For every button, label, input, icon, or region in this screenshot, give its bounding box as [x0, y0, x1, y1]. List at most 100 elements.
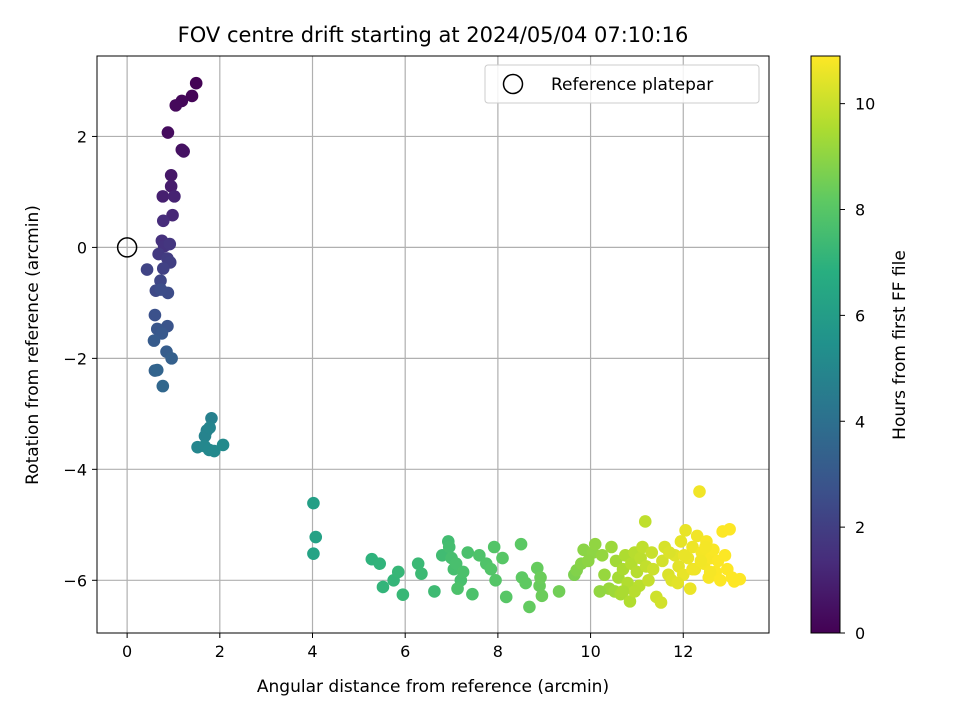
x-tick-label: 8 — [493, 642, 503, 661]
scatter-point — [686, 562, 699, 576]
scatter-point — [683, 582, 697, 595]
colorbar-tick-label: 0 — [855, 624, 865, 643]
scatter-point — [451, 582, 464, 595]
scatter-point — [154, 274, 167, 288]
scatter-point — [449, 557, 463, 570]
scatter-point — [489, 573, 502, 587]
colorbar-gradient — [810, 55, 841, 634]
scatter-point — [166, 208, 179, 222]
scatter-point — [686, 540, 699, 554]
scatter-point — [519, 576, 532, 590]
scatter-point — [396, 588, 410, 602]
x-tick-label: 6 — [400, 642, 410, 661]
legend-marker-icon — [502, 73, 524, 95]
scatter-point — [499, 590, 513, 604]
scatter-point — [514, 537, 528, 551]
scatter-point — [616, 585, 630, 598]
scatter-point — [177, 145, 190, 158]
scatter-point — [169, 99, 183, 112]
scatter-point — [189, 76, 203, 90]
scatter-point — [656, 554, 669, 568]
scatter-point — [428, 585, 441, 598]
scatter-point — [205, 411, 218, 425]
scatter-point — [156, 262, 170, 275]
scatter-point — [630, 565, 644, 579]
scatter-point — [598, 568, 611, 582]
scatter-point — [593, 585, 607, 598]
scatter-point — [161, 126, 175, 139]
y-tick-label: −6 — [63, 571, 87, 590]
scatter-point — [373, 557, 387, 570]
scatter-point — [309, 530, 323, 544]
x-tick-label: 10 — [580, 642, 600, 661]
y-tick-label: 0 — [77, 238, 87, 257]
scatter-point — [663, 546, 676, 559]
legend-entry-reference-platepar: Reference platepar — [551, 75, 713, 95]
x-tick-label: 12 — [673, 642, 693, 661]
scatter-point — [535, 589, 549, 603]
scatter-point — [646, 562, 660, 576]
scatter-point — [473, 549, 486, 562]
y-axis-ticks: −6 −4 −2 0 2 — [63, 127, 97, 590]
colorbar-label: Hours from first FF file — [890, 250, 910, 440]
scatter-point — [645, 546, 659, 559]
scatter-point — [677, 549, 691, 562]
colorbar-tick-label: 10 — [855, 95, 875, 114]
scatter-point — [714, 573, 727, 587]
scatter-point — [699, 540, 712, 554]
scatter-point — [674, 535, 688, 548]
legend-box — [484, 64, 760, 104]
scatter-point — [733, 572, 747, 586]
chart-title: FOV centre drift starting at 2024/05/04 … — [178, 23, 689, 47]
scatter-point — [605, 540, 618, 554]
scatter-point — [442, 540, 456, 554]
scatter-point — [636, 540, 649, 554]
colorbar-ticks: 0 2 4 6 8 10 — [840, 95, 875, 643]
scatter-point — [693, 485, 706, 498]
colorbar-tick-label: 4 — [855, 412, 865, 431]
plot-frame — [96, 55, 770, 634]
scatter-point — [391, 565, 405, 579]
scatter-point — [164, 168, 178, 182]
x-tick-label: 2 — [215, 642, 225, 661]
scatter-point — [307, 547, 320, 560]
scatter-point — [168, 190, 181, 203]
scatter-point — [415, 567, 428, 580]
y-tick-label: 2 — [77, 127, 87, 146]
scatter-point — [216, 438, 230, 452]
scatter-point — [638, 515, 652, 528]
scatter-point — [552, 585, 566, 598]
scatter-point — [690, 529, 704, 543]
y-axis-label: Rotation from reference (arcmin) — [23, 205, 43, 485]
scatter-point — [642, 573, 655, 587]
scatter-point — [466, 587, 479, 601]
colorbar: 0 2 4 6 8 10 Hours from first FF file — [810, 55, 910, 643]
scatter-point — [148, 308, 162, 322]
colorbar-tick-label: 2 — [855, 518, 865, 537]
scatter-point — [140, 263, 154, 276]
scatter-point — [623, 595, 637, 608]
scatter-point — [654, 596, 668, 609]
scatter-point — [694, 554, 708, 568]
x-tick-label: 0 — [122, 642, 132, 661]
scatter-point — [703, 565, 717, 579]
scatter-point — [523, 600, 536, 614]
grid-lines — [97, 56, 769, 633]
scatter-point — [534, 571, 547, 584]
scatter-points — [140, 76, 747, 614]
scatter-point — [156, 214, 170, 228]
scatter-point — [487, 540, 501, 554]
scatter-point — [156, 379, 170, 393]
scatter-point — [154, 283, 168, 296]
scatter-point — [163, 237, 177, 251]
scatter-point — [307, 496, 320, 510]
scatter-point — [185, 89, 199, 103]
scatter-point — [456, 565, 470, 579]
colorbar-tick-label: 8 — [855, 201, 865, 220]
x-axis-label: Angular distance from reference (arcmin) — [257, 677, 609, 697]
scatter-point — [671, 576, 684, 590]
scatter-point — [581, 554, 595, 568]
scatter-point — [411, 557, 425, 570]
